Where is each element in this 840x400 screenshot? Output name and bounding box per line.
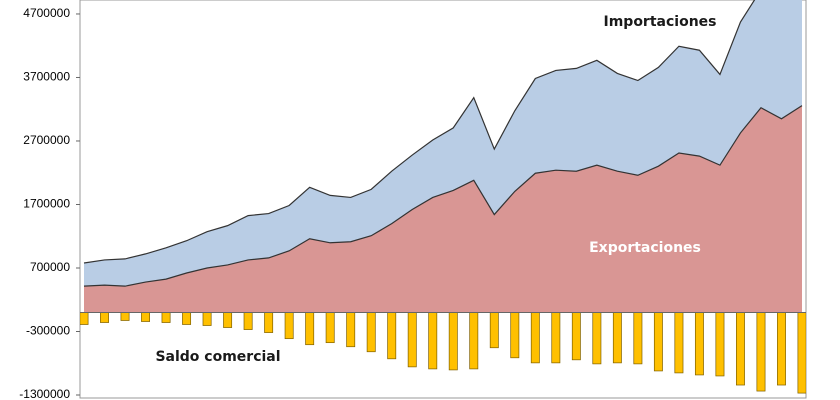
bar: [366, 312, 376, 353]
bar: [715, 312, 725, 377]
bar: [571, 312, 581, 361]
bar: [346, 312, 356, 348]
bar: [551, 312, 561, 364]
bar: [674, 312, 684, 374]
bar: [592, 312, 602, 365]
series-label: Saldo comercial: [155, 349, 280, 365]
y-tick-label: 700000: [30, 260, 70, 274]
bar: [428, 312, 438, 370]
bar: [530, 312, 540, 364]
y-tick-label: -300000: [26, 324, 70, 338]
y-tick-label: 2700000: [23, 133, 70, 147]
bar: [141, 312, 150, 322]
y-tick-label: 4700000: [23, 6, 70, 20]
bar: [510, 312, 520, 359]
bar: [407, 312, 417, 368]
bar: [797, 312, 806, 394]
bar: [612, 312, 622, 364]
area-line: [83, 0, 756, 264]
bar: [100, 312, 109, 323]
bar: [223, 312, 233, 328]
bar: [633, 312, 643, 365]
bar: [489, 312, 499, 349]
plot-area: [80, 0, 806, 394]
series-label: Exportaciones: [589, 240, 701, 256]
bar: [202, 312, 212, 326]
bar: [653, 312, 663, 372]
bar: [777, 312, 786, 386]
bar: [161, 312, 171, 323]
bar: [182, 312, 192, 325]
bar: [243, 312, 253, 330]
bar: [387, 312, 397, 360]
area-line: [83, 105, 803, 287]
y-tick-label: -1300000: [19, 387, 70, 400]
bar: [305, 312, 315, 346]
series-label: Importaciones: [604, 14, 717, 30]
bar: [448, 312, 458, 371]
y-tick-label: 3700000: [23, 70, 70, 84]
bar: [325, 312, 335, 344]
bar: [469, 312, 479, 370]
bar: [120, 312, 130, 321]
bar: [264, 312, 274, 333]
bar: [80, 312, 89, 325]
bar: [756, 312, 766, 392]
bar: [736, 312, 745, 386]
area: [84, 105, 802, 313]
y-tick-label: 1700000: [23, 197, 70, 211]
bar: [284, 312, 294, 340]
bar: [694, 312, 704, 376]
